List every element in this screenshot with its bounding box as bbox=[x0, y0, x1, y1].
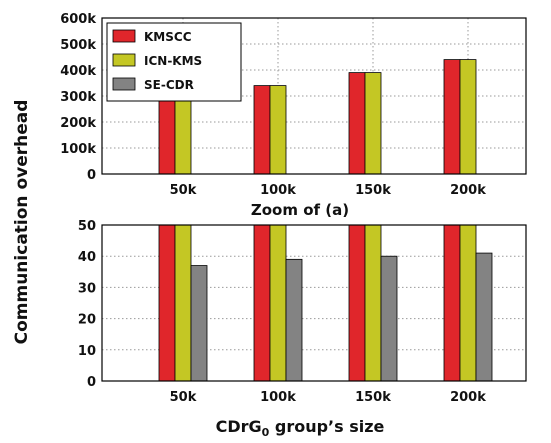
bar-icn-kms bbox=[269, 224, 287, 382]
bar-se-cdr bbox=[380, 255, 398, 382]
bar-kmscc bbox=[348, 224, 366, 382]
bar-icn-kms bbox=[459, 59, 477, 175]
x-axis-title-bottom: CDrG0 group’s size bbox=[216, 417, 385, 439]
y-tick-label: 50 bbox=[78, 219, 96, 234]
legend-swatch bbox=[112, 77, 136, 91]
bar-icn-kms bbox=[364, 224, 382, 382]
y-tick-label: 300k bbox=[60, 90, 96, 105]
y-tick-label: 100k bbox=[60, 142, 96, 157]
x-tick-label: 150k bbox=[355, 390, 391, 405]
y-axis-title: Communication overhead bbox=[12, 100, 32, 345]
y-tick-label: 0 bbox=[87, 168, 96, 183]
x-tick-label: 200k bbox=[450, 183, 486, 198]
x-axis-title-suffix: group’s size bbox=[269, 417, 384, 436]
bar-se-cdr bbox=[285, 258, 303, 382]
y-tick-label: 0 bbox=[87, 375, 96, 390]
bar-icn-kms bbox=[174, 224, 192, 382]
y-tick-label: 40 bbox=[78, 250, 96, 265]
bar-kmscc bbox=[348, 72, 366, 175]
x-axis-title-top: Zoom of (a) bbox=[251, 201, 349, 219]
x-axis-title-subscript: 0 bbox=[262, 426, 270, 439]
y-tick-label: 600k bbox=[60, 12, 96, 27]
x-tick-label: 100k bbox=[260, 183, 296, 198]
x-tick-label: 150k bbox=[355, 183, 391, 198]
legend: KMSCC ICN-KMS SE-CDR bbox=[106, 22, 242, 102]
bar-icn-kms bbox=[174, 98, 192, 175]
legend-label: KMSCC bbox=[144, 30, 192, 44]
bar-se-cdr bbox=[475, 252, 493, 382]
plot-frame bbox=[101, 224, 527, 382]
y-tick-label: 500k bbox=[60, 38, 96, 53]
y-tick-label: 200k bbox=[60, 116, 96, 131]
bar-kmscc bbox=[158, 98, 176, 175]
x-tick-label: 100k bbox=[260, 390, 296, 405]
plot-frame bbox=[101, 17, 527, 175]
legend-label: SE-CDR bbox=[144, 78, 194, 92]
y-tick-label: 20 bbox=[78, 313, 96, 328]
legend-swatch bbox=[112, 53, 136, 67]
bar-se-cdr bbox=[190, 265, 208, 382]
panel-bottom: 0 10 20 30 40 50 50k 100k 150k 200k bbox=[78, 219, 527, 405]
x-tick-label: 50k bbox=[170, 183, 197, 198]
bar-kmscc bbox=[443, 224, 461, 382]
bar-icn-kms bbox=[269, 85, 287, 175]
bar-kmscc bbox=[253, 85, 271, 175]
x-tick-label: 200k bbox=[450, 390, 486, 405]
legend-swatch bbox=[112, 29, 136, 43]
y-tick-label: 30 bbox=[78, 281, 96, 296]
y-tick-label: 400k bbox=[60, 64, 96, 79]
x-axis-title-prefix: CDrG bbox=[216, 417, 262, 436]
bar-icn-kms bbox=[459, 224, 477, 382]
x-tick-label: 50k bbox=[170, 390, 197, 405]
y-tick-label: 10 bbox=[78, 344, 96, 359]
bar-kmscc bbox=[253, 224, 271, 382]
bar-icn-kms bbox=[364, 72, 382, 175]
panel-top: 0 100k 200k 300k 400k 500k 600k 50k 100k 150k 200k… bbox=[60, 12, 527, 198]
legend-label: ICN-KMS bbox=[144, 54, 202, 68]
bar-kmscc bbox=[158, 224, 176, 382]
bar-kmscc bbox=[443, 59, 461, 175]
